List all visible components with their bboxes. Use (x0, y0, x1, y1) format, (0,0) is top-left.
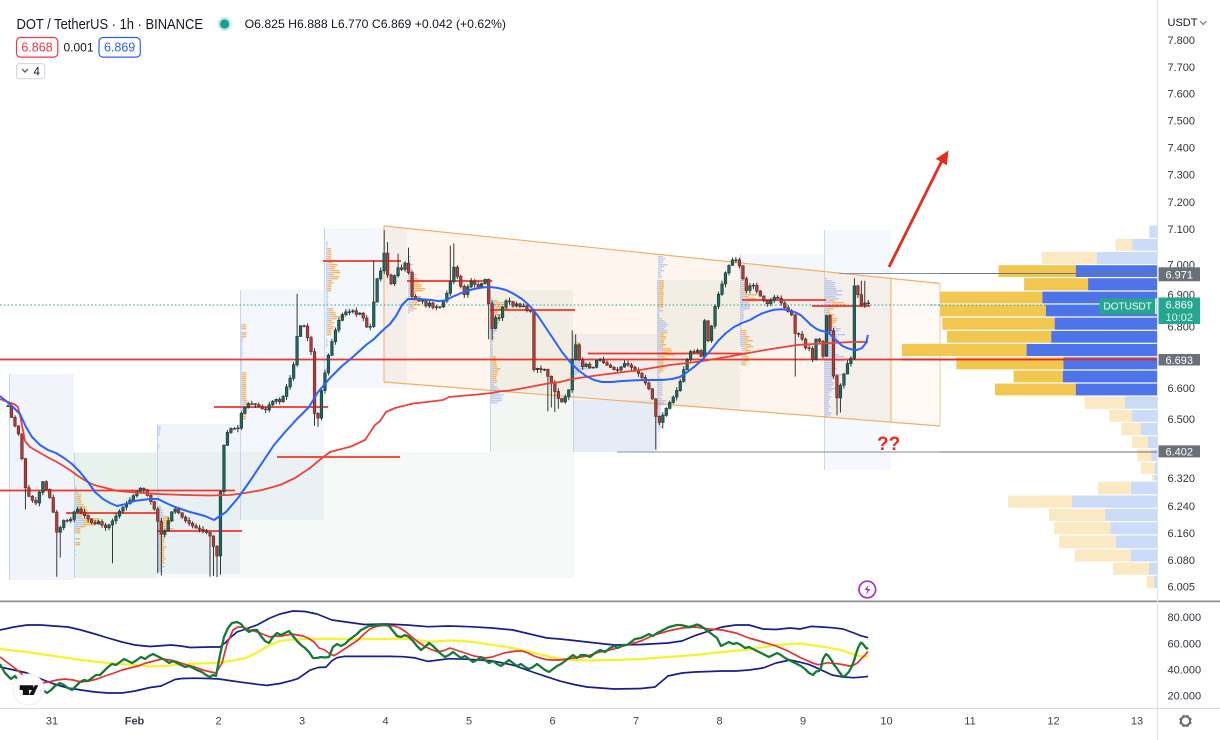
svg-text:7.600: 7.600 (1168, 89, 1196, 101)
svg-text:6.800: 6.800 (1168, 322, 1196, 334)
svg-text:USDT: USDT (1168, 17, 1198, 29)
svg-text:DOTUSDT: DOTUSDT (1104, 302, 1152, 313)
svg-text:6.080: 6.080 (1168, 555, 1196, 567)
svg-text:Feb: Feb (125, 716, 145, 728)
svg-text:6.005: 6.005 (1168, 582, 1196, 594)
svg-text:6.500: 6.500 (1168, 414, 1196, 426)
svg-text:6.869: 6.869 (104, 41, 135, 55)
svg-text:7.100: 7.100 (1168, 224, 1196, 236)
svg-text:5: 5 (466, 716, 472, 728)
svg-text:7.300: 7.300 (1168, 170, 1196, 182)
svg-text:4: 4 (34, 67, 41, 79)
svg-text:6: 6 (549, 716, 555, 728)
svg-text:3: 3 (299, 716, 305, 728)
svg-text:6.160: 6.160 (1168, 528, 1196, 540)
svg-text:10:02: 10:02 (1166, 312, 1194, 324)
svg-text:4: 4 (382, 716, 388, 728)
svg-text:6.868: 6.868 (21, 41, 52, 55)
svg-text:6.869: 6.869 (1166, 300, 1194, 312)
svg-text:9: 9 (800, 716, 806, 728)
svg-text:7.400: 7.400 (1168, 143, 1196, 155)
svg-text:0.001: 0.001 (63, 41, 93, 55)
svg-text:40.000: 40.000 (1168, 665, 1202, 677)
svg-text:DOT / TetherUS · 1h · BINANCE: DOT / TetherUS · 1h · BINANCE (17, 16, 204, 33)
svg-text:6.240: 6.240 (1168, 501, 1196, 513)
svg-text:60.000: 60.000 (1168, 638, 1202, 650)
svg-text:6.693: 6.693 (1166, 355, 1194, 367)
svg-text:7: 7 (633, 716, 639, 728)
svg-text:7.700: 7.700 (1168, 62, 1196, 74)
svg-text:8: 8 (716, 716, 722, 728)
svg-text:12: 12 (1047, 716, 1059, 728)
svg-text:O6.825 H6.888 L6.770 C6.869 +0: O6.825 H6.888 L6.770 C6.869 +0.042 (+0.6… (245, 17, 506, 31)
svg-text:13: 13 (1131, 716, 1143, 728)
svg-text:80.000: 80.000 (1168, 612, 1202, 624)
svg-text:6.402: 6.402 (1166, 446, 1194, 458)
svg-text:7.200: 7.200 (1168, 197, 1196, 209)
svg-text:??: ?? (877, 434, 900, 455)
svg-text:6.600: 6.600 (1168, 383, 1196, 395)
svg-text:10: 10 (880, 716, 892, 728)
svg-text:7.500: 7.500 (1168, 116, 1196, 128)
svg-text:31: 31 (46, 716, 58, 728)
svg-text:20.000: 20.000 (1168, 691, 1202, 703)
svg-text:6.971: 6.971 (1166, 269, 1194, 281)
svg-text:6.320: 6.320 (1168, 473, 1196, 485)
svg-text:11: 11 (964, 716, 975, 728)
svg-text:7.800: 7.800 (1168, 35, 1196, 47)
svg-text:2: 2 (215, 716, 221, 728)
